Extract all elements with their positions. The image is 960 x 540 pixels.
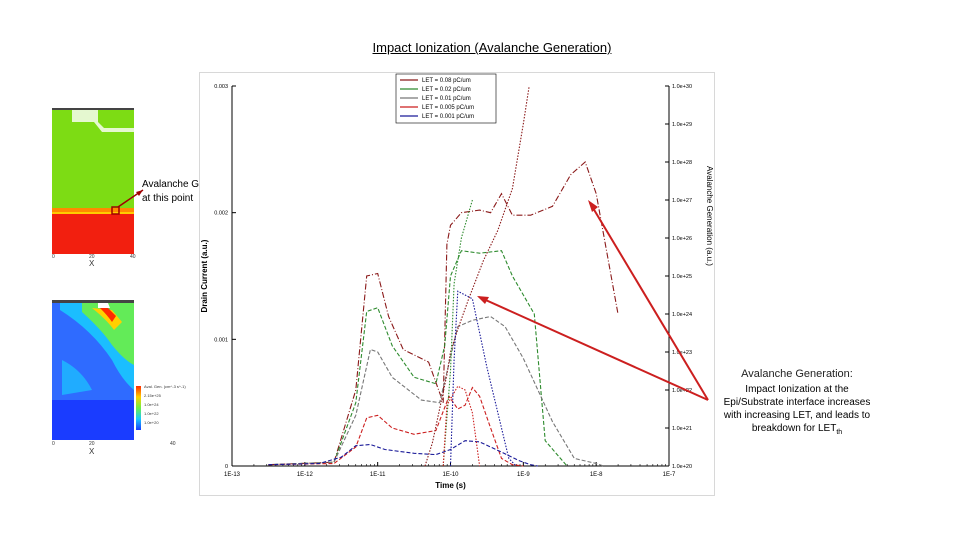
series-line-5 <box>424 85 530 467</box>
y-tick-label: 0.002 <box>214 211 228 217</box>
y2-tick-label: 1.0e+21 <box>672 426 692 432</box>
y-tick-label: 0.001 <box>214 337 228 343</box>
colorbar-label: 1.0e+24 <box>144 402 159 407</box>
slide-title: Impact Ionization (Avalanche Generation) <box>372 40 612 55</box>
sim2-tick-2: 40 <box>170 441 176 447</box>
sim2-x-axis: 0 20 40 X <box>52 441 176 457</box>
series-line-4 <box>268 440 538 467</box>
device-simulation-map-top <box>52 108 134 254</box>
arrowhead-blue-peak <box>477 296 489 304</box>
y2-axis-label: Avalanche Generation (a.u.) <box>705 166 713 266</box>
series-line-2 <box>268 315 604 467</box>
x-tick-label: 1E-7 <box>663 472 676 478</box>
sim2-tick-0: 0 <box>52 441 55 447</box>
device-simulation-map-bottom <box>52 300 134 440</box>
y2-tick-label: 1.0e+30 <box>672 84 692 90</box>
note-line: breakdown for LETth <box>713 422 881 439</box>
y-tick-label: 0.003 <box>214 84 228 90</box>
colorbar-label: Aval. Gen. (cm^-3 s^-1) <box>144 384 186 389</box>
sim1-x-label: X <box>89 259 95 268</box>
note-body: Impact Ionization at the Epi/Substrate i… <box>713 383 881 439</box>
colorbar-label: 1.0e+20 <box>144 420 159 425</box>
x-tick-label: 1E-13 <box>224 472 241 478</box>
x-tick-label: 1E-12 <box>297 472 314 478</box>
callout-line: at this point <box>142 193 194 204</box>
y2-tick-label: 1.0e+29 <box>672 122 692 128</box>
series-line-1 <box>268 250 568 467</box>
sim1-x-axis: 0 20 40 X <box>52 254 136 268</box>
note-title: Avalanche Generation: <box>741 368 853 380</box>
series-line-7 <box>442 385 481 467</box>
callout-line: Avalanche Gen <box>142 179 211 190</box>
note-line: Epi/Substrate interface increases <box>723 397 871 408</box>
sim1-tick-1: 20 <box>89 254 95 260</box>
note-line-text: breakdown for LET <box>751 423 837 434</box>
x-tick-label: 1E-11 <box>370 472 386 478</box>
y2-tick-label: 1.0e+28 <box>672 160 692 166</box>
y2-tick-label: 1.0e+20 <box>672 464 692 470</box>
sim1-tick-2: 40 <box>130 254 136 260</box>
note-line: Impact Ionization at the <box>745 384 849 395</box>
note-subscript: th <box>836 429 843 436</box>
y-tick-label: 0 <box>225 464 228 470</box>
colorbar <box>136 386 141 430</box>
x-tick-label: 1E-10 <box>442 472 459 478</box>
legend-entry: LET = 0.02 pC/um <box>422 87 471 93</box>
drain-current-chart: LET = 0.08 pC/um LET = 0.02 pC/um LET = 0.… <box>200 73 713 490</box>
sim2-tick-1: 20 <box>89 441 95 447</box>
sim1-tick-0: 0 <box>52 254 55 260</box>
avalanche-generation-note: Avalanche Generation: Impact Ionization … <box>713 368 881 439</box>
left-callout-arrowhead <box>136 190 143 196</box>
note-line: with increasing LET, and leads to <box>723 410 871 421</box>
legend-entry: LET = 0.08 pC/um <box>422 78 471 84</box>
series-line-0 <box>268 161 619 466</box>
y2-tick-label: 1.0e+22 <box>672 388 692 394</box>
series-line-8 <box>449 290 517 467</box>
chart-frame <box>199 72 715 496</box>
x-axis-label: Time (s) <box>435 481 466 490</box>
y2-tick-label: 1.0e+24 <box>672 312 692 318</box>
legend-entry: LET = 0.01 pC/um <box>422 96 471 102</box>
y2-tick-label: 1.0e+27 <box>672 198 692 204</box>
avalanche-point-marker <box>111 206 120 215</box>
avalanche-gen-callout: Avalanche Gen at this point <box>142 178 210 206</box>
y2-tick-label: 1.0e+26 <box>672 236 692 242</box>
y-axis-label: Drain Current (a.u.) <box>200 239 209 312</box>
arrowhead-red-peak <box>588 200 598 212</box>
arrow-to-red-peak <box>589 202 709 401</box>
legend-entry: LET = 0.005 pC/um <box>422 105 474 111</box>
y2-tick-label: 1.0e+23 <box>672 350 692 356</box>
x-tick-label: 1E-8 <box>590 472 603 478</box>
colorbar-label: 1.0e+22 <box>144 411 159 416</box>
y2-tick-label: 1.0e+25 <box>672 274 692 280</box>
colorbar-labels: Aval. Gen. (cm^-3 s^-1) 2.15e+25 1.0e+24… <box>144 382 192 427</box>
x-tick-label: 1E-9 <box>517 472 530 478</box>
sim2-x-label: X <box>89 447 95 456</box>
colorbar-label: 2.15e+25 <box>144 393 161 398</box>
legend-entry: LET = 0.001 pC/um <box>422 114 474 120</box>
arrow-to-blue-peak <box>478 296 709 401</box>
